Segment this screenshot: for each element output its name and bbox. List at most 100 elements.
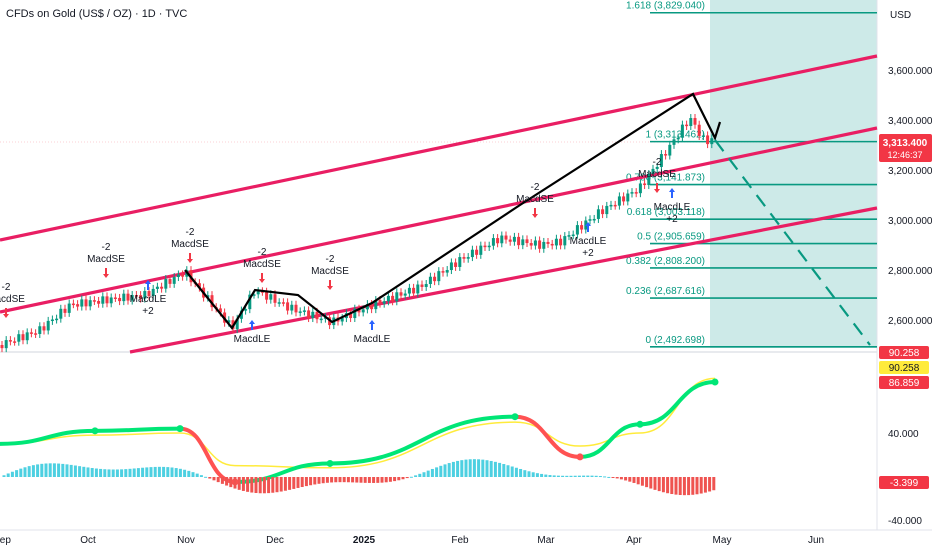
oscillator-layer (0, 377, 719, 496)
histogram-bar (309, 477, 313, 486)
histogram-bar (124, 469, 128, 477)
signal-label: -2 (258, 247, 267, 258)
histogram-bar (149, 467, 153, 477)
histogram-bar (15, 470, 19, 477)
candle-body (67, 303, 71, 313)
channel-line (0, 126, 878, 314)
histogram-bar (489, 460, 493, 477)
candle-body (496, 238, 500, 244)
macd-cross-dot (176, 425, 184, 433)
candle-body (638, 183, 642, 194)
candle-body (34, 333, 38, 335)
candle-body (437, 271, 441, 282)
candle-body (63, 308, 67, 313)
candle-body (664, 154, 668, 156)
candle-body (88, 300, 92, 307)
macd-line-segment (639, 380, 716, 427)
histogram-bar (657, 477, 661, 492)
candle-body (160, 286, 164, 289)
signal-label: -2 (531, 182, 540, 193)
histogram-bar (208, 477, 212, 479)
candle-body (445, 270, 449, 273)
candle-body (277, 302, 281, 304)
histogram-bar (174, 468, 178, 477)
histogram-bar (145, 467, 149, 477)
candle-body (538, 240, 542, 249)
histogram-bar (48, 463, 52, 477)
macd-cross-dot (326, 459, 334, 467)
candle-body (668, 144, 672, 156)
histogram-bar (292, 477, 296, 489)
histogram-bar (582, 475, 586, 477)
histogram-bar (485, 460, 489, 477)
histogram-bar (153, 466, 157, 477)
histogram-bar (178, 468, 182, 477)
histogram-bar (23, 467, 27, 477)
signal-label: +2 (582, 248, 594, 259)
histogram-bar (397, 477, 401, 481)
histogram-bar (304, 477, 308, 487)
histogram-bar (498, 462, 502, 477)
candle-body (126, 293, 130, 301)
histogram-bar (157, 466, 161, 477)
signal-arrow-down-icon (3, 308, 9, 318)
signal-label: MacdLE (234, 334, 271, 345)
candle-body (206, 295, 210, 298)
histogram-bar (468, 459, 472, 477)
histogram-bar (220, 477, 224, 484)
candle-body (701, 135, 705, 137)
candle-body (307, 310, 311, 319)
histogram-bar (212, 477, 216, 481)
osc-tick-label: 40.000 (888, 429, 919, 440)
candle-body (693, 118, 697, 125)
histogram-bar (27, 466, 31, 477)
grid-layer (0, 0, 878, 530)
histogram-bar (36, 464, 40, 477)
candle-body (521, 239, 525, 246)
candle-body (130, 295, 134, 301)
candle-body (533, 240, 537, 246)
histogram-bar (624, 477, 628, 481)
candle-body (50, 319, 54, 322)
histogram-bar (191, 472, 195, 477)
candle-body (378, 300, 382, 304)
candle-body (218, 308, 222, 313)
forecast-zone-layer (710, 0, 877, 348)
histogram-bar (569, 475, 573, 477)
candle-body (265, 291, 269, 300)
histogram-bar (254, 477, 258, 494)
candle-body (139, 295, 143, 299)
histogram-bar (523, 470, 527, 477)
histogram-bar (317, 477, 321, 484)
candle-body (71, 303, 75, 306)
histogram-bar (540, 473, 544, 477)
histogram-bar (607, 476, 611, 478)
histogram-bar (645, 477, 649, 488)
histogram-bar (376, 477, 380, 483)
fibonacci-layer: 1.618 (3,829.040) 1 (3,313.462) 0.786 (3,1… (626, 1, 877, 348)
candle-body (512, 236, 516, 242)
candle-body (92, 300, 96, 302)
histogram-bar (703, 477, 707, 493)
histogram-bar (86, 467, 90, 477)
histogram-bar (296, 477, 300, 488)
candle-body (466, 257, 470, 259)
candle-body (361, 309, 365, 313)
channel-line (0, 54, 878, 242)
candle-body (8, 340, 12, 342)
candle-body (529, 243, 533, 246)
histogram-bar (531, 472, 535, 477)
histogram-bar (19, 468, 23, 477)
histogram-bar (195, 473, 199, 477)
current-price-tag (879, 134, 932, 162)
macd-cross-dot (576, 453, 584, 461)
fib-label: 1 (3,313.462) (646, 130, 706, 141)
histogram-bar (2, 475, 6, 477)
signal-label: +2 (142, 306, 154, 317)
histogram-bar (325, 477, 329, 483)
candle-body (134, 295, 138, 297)
candle-body (4, 340, 8, 349)
signal-label: MacdLE (654, 202, 691, 213)
candle-body (302, 310, 306, 312)
histogram-bar (682, 477, 686, 496)
